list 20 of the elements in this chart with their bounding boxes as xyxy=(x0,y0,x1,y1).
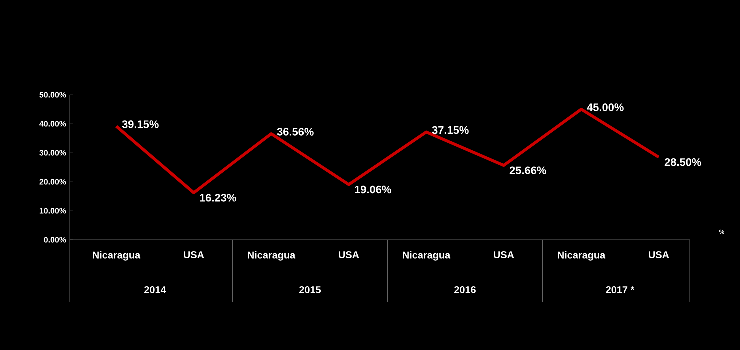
x-tick-label: Nicaragua xyxy=(403,251,451,261)
x-tick-label: Nicaragua xyxy=(558,251,606,261)
data-label: 19.06% xyxy=(355,186,392,194)
x-tick-label: Nicaragua xyxy=(93,251,141,261)
data-label: 25.66% xyxy=(510,166,546,174)
x-tick-label: USA xyxy=(339,251,360,259)
data-label: 45.00% xyxy=(587,104,624,112)
x-tick-label: USA xyxy=(184,251,204,259)
data-label: 37.15% xyxy=(432,126,469,134)
data-label: 39.15% xyxy=(122,120,159,128)
x-tick-label: Nicaragua xyxy=(248,251,296,261)
x-tick-label: USA xyxy=(494,251,514,259)
text: 2017 * xyxy=(606,286,635,294)
x-tick-label: USA xyxy=(649,251,670,259)
data-label: 16.23% xyxy=(200,194,236,202)
data-label: 36.56% xyxy=(277,128,314,136)
text: 2015 xyxy=(300,286,322,294)
data-label: 28.50% xyxy=(664,158,702,166)
text: 2014 xyxy=(144,286,166,294)
text: 2016 xyxy=(454,286,476,294)
